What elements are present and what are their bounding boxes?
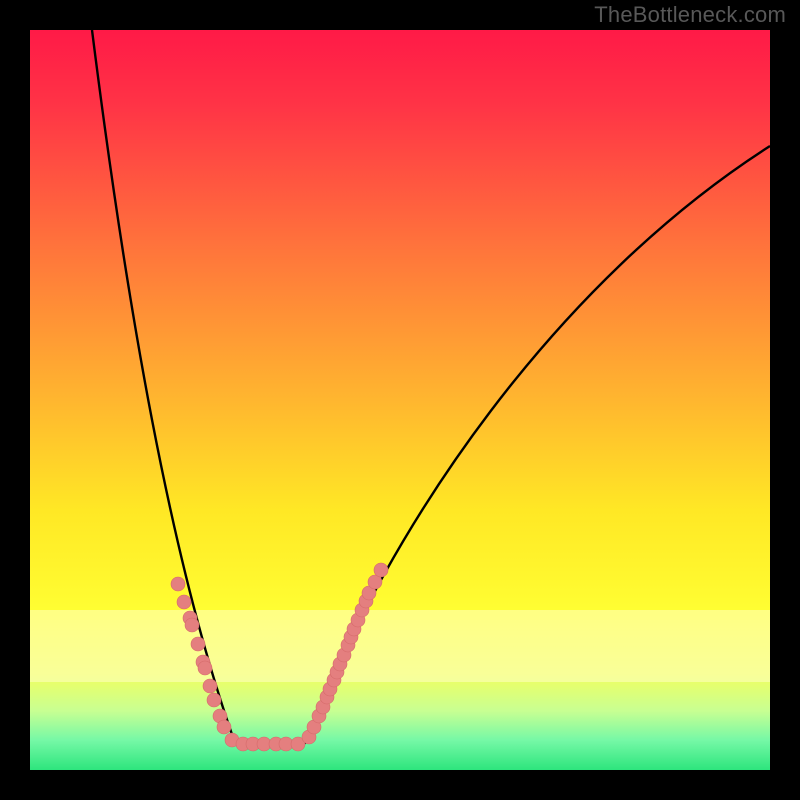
data-marker bbox=[177, 595, 191, 609]
highlight-band bbox=[30, 610, 770, 682]
data-marker bbox=[191, 637, 205, 651]
data-marker bbox=[171, 577, 185, 591]
data-marker bbox=[203, 679, 217, 693]
data-marker bbox=[185, 618, 199, 632]
chart-frame: TheBottleneck.com bbox=[0, 0, 800, 800]
data-marker bbox=[374, 563, 388, 577]
data-marker bbox=[217, 720, 231, 734]
watermark-text: TheBottleneck.com bbox=[594, 2, 786, 28]
data-marker bbox=[207, 693, 221, 707]
bottleneck-chart bbox=[0, 0, 800, 800]
data-marker bbox=[198, 661, 212, 675]
